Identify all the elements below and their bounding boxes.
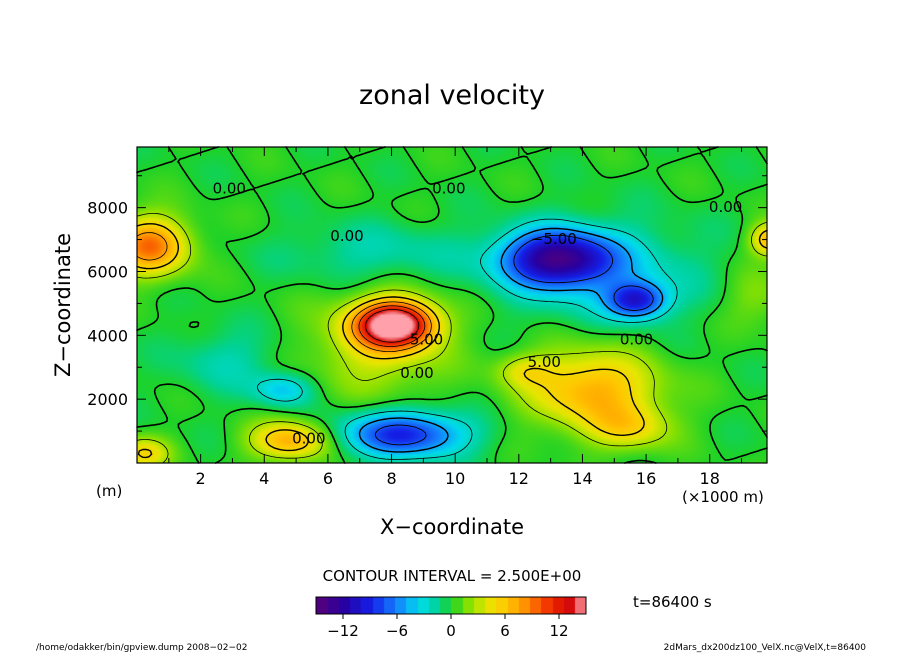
x-tick-label-2: 6 — [323, 469, 333, 488]
contour-label-8: 0.00 — [400, 364, 433, 382]
chart-title: zonal velocity — [359, 80, 545, 111]
x-tick-label-6: 14 — [572, 469, 592, 488]
plot-frame — [136, 146, 768, 464]
plot-area — [136, 146, 768, 464]
contour-label-1: 0.00 — [432, 180, 465, 198]
y-tick-label-0: 2000 — [87, 390, 128, 409]
x-tick-label-3: 8 — [386, 469, 396, 488]
contour-interval-text: CONTOUR INTERVAL = 2.500E+00 — [323, 567, 582, 585]
contour-labels: 0.00 0.00 0.00 0.00 −5.00 5.00 0.00 5.00 0.00 0.0… — [213, 180, 743, 448]
contour-label-9: 0.00 — [292, 430, 325, 448]
x-axis-unit-left: (m) — [96, 482, 122, 500]
contour-line-7 — [358, 305, 426, 347]
footer-right: 2dMars_dx200dz100_VelX.nc@VelX,t=86400 — [664, 643, 867, 653]
y-tick-label-3: 8000 — [87, 199, 128, 218]
x-tick-label-7: 16 — [636, 469, 656, 488]
y-axis-label: Z−coordinate — [51, 233, 75, 377]
velocity-field-heatmap — [137, 147, 767, 463]
contour-label-3: 0.00 — [330, 227, 363, 245]
colorbar-tick-label-3: 6 — [500, 622, 510, 640]
y-axis-ticks: 2000 4000 6000 8000 — [87, 175, 767, 432]
y-tick-label-2: 6000 — [87, 262, 128, 281]
x-axis-unit-right: (×1000 m) — [682, 488, 764, 506]
x-tick-label-0: 2 — [196, 469, 206, 488]
contour-line-4 — [136, 213, 768, 464]
colorbar-ticks: −12 −6 0 6 12 — [327, 614, 569, 640]
colorbar-tick-label-2: 0 — [446, 622, 456, 640]
contour-label-2: 0.00 — [709, 198, 742, 216]
contour-lines — [136, 146, 768, 464]
contour-label-0: 0.00 — [213, 180, 246, 198]
contour-label-5: 5.00 — [410, 331, 443, 349]
y-tick-label-1: 4000 — [87, 326, 128, 345]
contour-label-7: 5.00 — [528, 353, 561, 371]
time-label: t=86400 s — [633, 593, 712, 611]
contour-line-6 — [136, 232, 432, 352]
x-axis-ticks: 2 4 6 8 10 12 14 16 18 — [168, 147, 743, 488]
contour-line-5 — [136, 223, 768, 459]
contour-line-2 — [257, 218, 678, 460]
colorbar-tick-label-4: 12 — [549, 622, 568, 640]
footer-left: /home/odakker/bin/gpview.dump 2008−02−02 — [36, 643, 247, 653]
x-tick-label-8: 18 — [700, 469, 720, 488]
contour-line-8 — [365, 309, 420, 343]
colorbar-gradient — [316, 597, 586, 614]
contour-line-0 — [375, 234, 654, 446]
x-tick-label-5: 12 — [509, 469, 529, 488]
colorbar-tick-label-1: −6 — [386, 622, 408, 640]
contour-label-6: 0.00 — [620, 331, 653, 349]
x-tick-label-4: 10 — [445, 469, 465, 488]
x-tick-label-1: 4 — [259, 469, 269, 488]
contour-label-4: −5.00 — [531, 230, 577, 248]
x-axis-label: X−coordinate — [380, 515, 524, 539]
colorbar: −12 −6 0 6 12 — [315, 596, 587, 640]
colorbar-tick-label-0: −12 — [327, 622, 359, 640]
contour-line-1 — [358, 227, 664, 453]
